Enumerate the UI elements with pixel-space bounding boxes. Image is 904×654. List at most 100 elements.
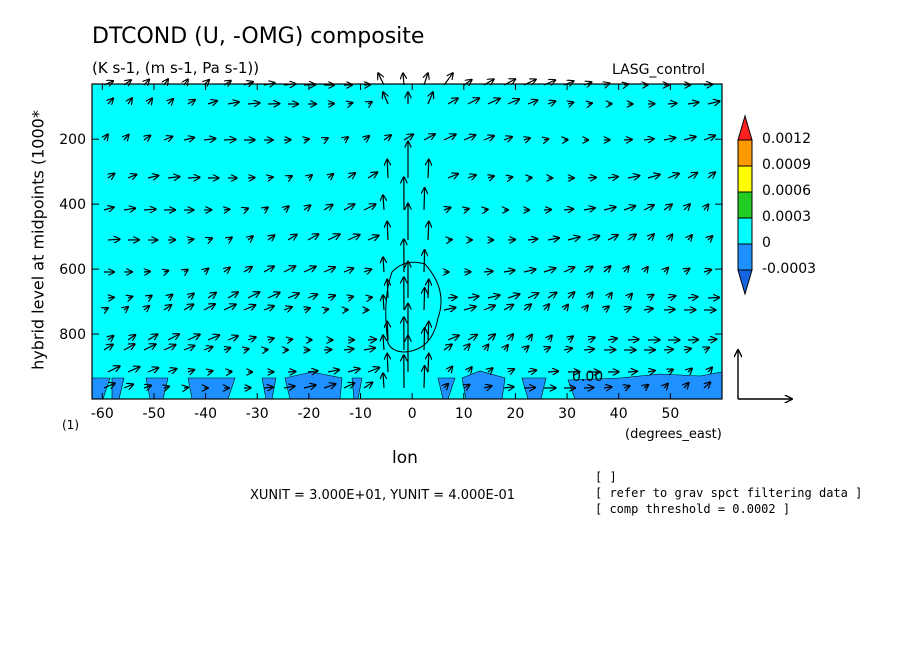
wind-vector	[623, 140, 632, 141]
wind-vector	[367, 339, 376, 340]
wind-vector	[588, 337, 595, 340]
wind-vector	[467, 98, 480, 105]
wind-vector	[103, 383, 115, 388]
wind-vector	[428, 159, 429, 179]
wind-vector	[268, 338, 274, 340]
wind-vector	[464, 385, 470, 388]
wind-vector	[704, 347, 709, 350]
wind-vector	[523, 269, 536, 272]
wind-vector	[424, 188, 425, 211]
wind-vector	[387, 353, 388, 373]
wind-vector	[128, 297, 133, 299]
wind-vector	[268, 235, 275, 240]
wind-vector	[583, 266, 593, 272]
wind-vector	[583, 388, 594, 389]
wind-vector	[444, 384, 448, 388]
wind-vector	[443, 134, 456, 141]
wind-vector	[383, 195, 384, 211]
wind-vector	[488, 368, 493, 372]
wind-vector	[627, 176, 640, 178]
wind-vector	[127, 174, 137, 178]
wind-vector	[327, 234, 340, 241]
wind-vector	[378, 73, 385, 86]
wind-vector	[163, 136, 173, 140]
wind-vector	[228, 372, 232, 373]
wind-vector	[328, 174, 333, 178]
wind-vector	[183, 346, 195, 351]
colorbar: 0.0012 0.0009 0.0006 0.0003 0 -0.0003	[737, 114, 816, 296]
wind-vector	[127, 367, 140, 372]
wind-vector	[508, 369, 514, 372]
wind-vector	[227, 336, 238, 340]
wind-vector	[703, 135, 715, 140]
x-tick-label: 30	[558, 406, 576, 422]
wind-vector	[387, 159, 388, 179]
wind-vector	[184, 387, 188, 388]
colorbar-cell	[737, 243, 753, 271]
wind-vector	[203, 304, 215, 311]
wind-vector	[343, 204, 355, 211]
wind-vector	[527, 239, 538, 240]
wind-vector	[167, 177, 180, 178]
wind-vector	[363, 269, 372, 272]
wind-vector	[104, 308, 108, 310]
wind-vector	[108, 98, 113, 104]
wind-vector	[707, 101, 720, 104]
x-tick-label: 20	[507, 406, 525, 422]
wind-vector	[448, 240, 452, 241]
wind-vector	[508, 177, 513, 178]
colorbar-label: 0	[762, 235, 771, 251]
wind-vector	[148, 296, 152, 299]
wind-vector	[188, 370, 195, 372]
wind-vector	[624, 386, 630, 388]
wind-vector	[668, 369, 673, 372]
wind-vector	[203, 139, 216, 141]
wind-vector	[708, 367, 712, 372]
y-tick-label: 400	[59, 197, 86, 213]
x-axis-label: lon	[392, 448, 418, 468]
wind-vector	[603, 387, 612, 388]
x-tick-label: -30	[246, 406, 269, 422]
wind-vector	[607, 338, 617, 340]
wind-vector	[263, 306, 274, 310]
wind-vector	[563, 348, 572, 350]
wind-vector	[287, 234, 297, 240]
run-label: LASG_control	[612, 62, 705, 78]
wind-vector	[247, 337, 256, 340]
wind-vector	[624, 266, 629, 272]
wind-vector	[687, 173, 698, 178]
wind-vector	[624, 307, 631, 310]
wind-vector	[263, 266, 274, 273]
wind-vector	[108, 173, 115, 178]
wind-vector	[387, 279, 388, 299]
wind-vector	[343, 383, 355, 388]
wind-vector	[563, 267, 575, 272]
wind-vector	[447, 98, 458, 105]
wind-vector	[383, 257, 384, 273]
wind-vector	[643, 205, 654, 210]
wind-vector	[683, 137, 696, 141]
wind-vector	[627, 234, 636, 240]
wind-vector	[628, 294, 632, 299]
colorbar-label: 0.0003	[762, 209, 811, 225]
wind-vector	[123, 344, 135, 351]
wind-vector	[347, 369, 360, 372]
wind-vector	[444, 208, 451, 211]
wind-vector	[708, 236, 713, 240]
x-tick-label: -20	[297, 406, 320, 422]
wind-vector	[523, 304, 531, 310]
wind-vector	[443, 308, 456, 311]
wind-vector	[424, 73, 428, 86]
wind-vector	[108, 297, 114, 298]
wind-vector	[487, 334, 495, 340]
wind-vector	[207, 335, 220, 340]
wind-vector	[468, 367, 472, 372]
wind-vector	[283, 307, 292, 310]
wind-vector	[448, 366, 452, 372]
wind-vector	[508, 334, 513, 340]
wind-vector	[608, 293, 612, 298]
wind-vector	[583, 208, 595, 210]
wind-vector	[363, 382, 373, 388]
wind-vector	[307, 234, 319, 241]
wind-vector	[483, 386, 492, 388]
